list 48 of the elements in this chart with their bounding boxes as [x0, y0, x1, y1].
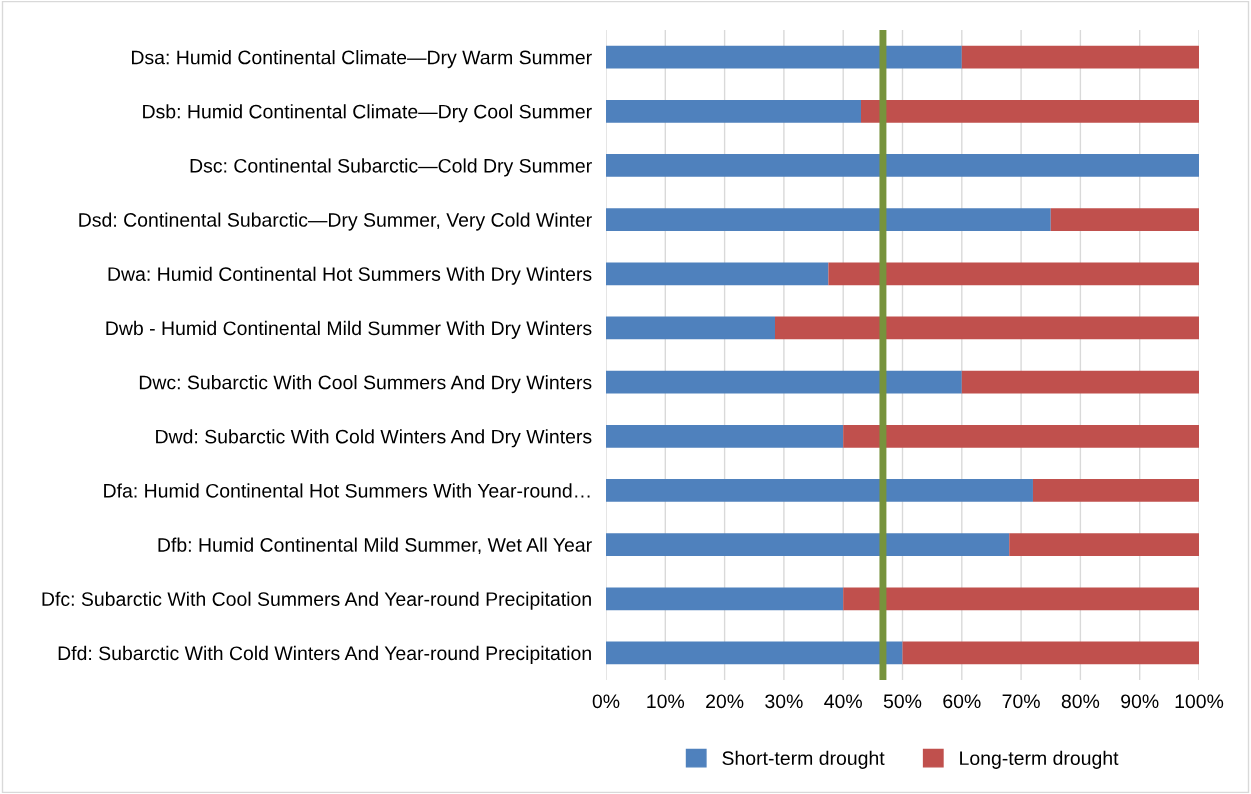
bar [606, 424, 844, 448]
y-tick-label: Dwd: Subarctic With Cold Winters And Dry Winters [156, 429, 592, 448]
legend-label: Short-term drought [722, 750, 885, 769]
bar [961, 45, 1199, 69]
y-tick-label: Dsb: Humid Continental Climate—Dry Cool Summer [143, 104, 592, 123]
x-tick-label: 40% [824, 694, 862, 709]
y-tick-label: Dfd: Subarctic With Cold Winters And Year-round Precipitation [58, 645, 591, 664]
bar [775, 316, 1199, 340]
bar [902, 641, 1199, 665]
bar [606, 262, 829, 286]
bar [843, 424, 1199, 448]
bar [606, 154, 1199, 177]
bar [606, 208, 1051, 231]
x-tick-label: 80% [1061, 694, 1100, 709]
x-tick-label: 60% [943, 694, 981, 709]
y-tick-label: Dsa: Humid Continental Climate—Dry Warm Summer [132, 50, 592, 69]
bar [606, 99, 861, 123]
x-tick-label: 0% [592, 694, 620, 709]
y-tick-label: Dsc: Continental Subarctic—Cold Dry Summer [190, 158, 592, 177]
legend-label: Long-term drought [960, 750, 1119, 769]
x-tick-label: 90% [1121, 694, 1159, 709]
bar [606, 370, 962, 394]
x-tick-label: 30% [765, 694, 803, 709]
x-tick-label: 20% [706, 694, 744, 709]
y-tick-label: Dfc: Subarctic With Cool Summers And Year-round Precipitation [42, 591, 591, 610]
y-tick-label: Dfa: Humid Continental Hot Summers With Year-round… [104, 483, 590, 498]
bar [1032, 479, 1199, 502]
y-tick-label: Dfb: Humid Continental Mild Summer, Wet All Year [158, 537, 592, 555]
bar [606, 45, 962, 69]
x-tick-label: 70% [1002, 694, 1040, 709]
bar [606, 479, 1033, 502]
bar [1050, 208, 1199, 231]
y-tick-label: Dsd: Continental Subarctic—Dry Summer, Very Cold Winter [79, 212, 592, 231]
bar [606, 316, 776, 340]
bar [843, 587, 1199, 611]
bar [606, 533, 1010, 556]
y-tick-label: Dwa: Humid Continental Hot Summers With Dry Winters [108, 266, 592, 285]
x-tick-label: 50% [883, 694, 922, 709]
bar [860, 99, 1199, 123]
bar [961, 370, 1199, 394]
y-tick-label: Dwb - Humid Continental Mild Summer With Dry Winters [106, 320, 592, 339]
y-tick-label: Dwc: Subarctic With Cool Summers And Dry Winters [139, 375, 592, 394]
bar [606, 587, 844, 611]
bar [1009, 533, 1199, 556]
x-tick-label: 10% [647, 694, 685, 709]
x-tick-label: 100% [1175, 694, 1224, 709]
bar [606, 641, 903, 665]
bar [828, 262, 1199, 286]
